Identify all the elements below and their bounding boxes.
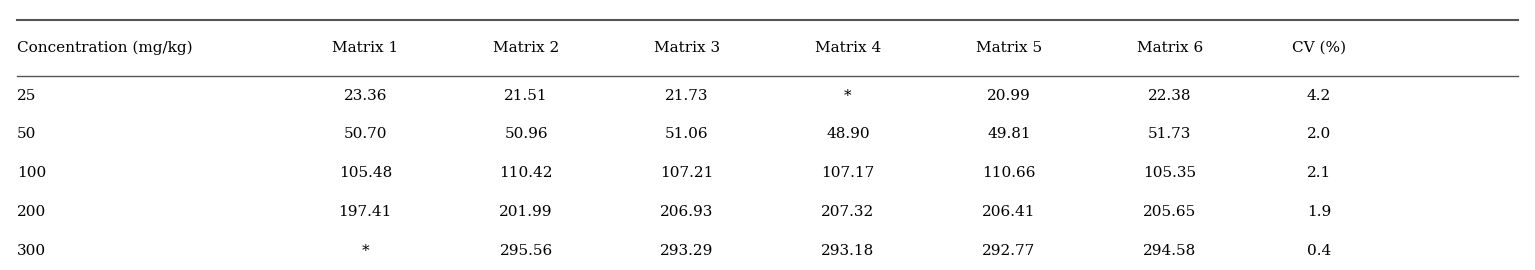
Text: 295.56: 295.56: [499, 244, 553, 258]
Text: 49.81: 49.81: [987, 127, 1030, 141]
Text: 23.36: 23.36: [344, 89, 387, 103]
Text: 48.90: 48.90: [826, 127, 870, 141]
Text: 292.77: 292.77: [982, 244, 1036, 258]
Text: 50.70: 50.70: [344, 127, 387, 141]
Text: 50.96: 50.96: [505, 127, 548, 141]
Text: 107.17: 107.17: [821, 166, 875, 180]
Text: Matrix 4: Matrix 4: [815, 41, 881, 55]
Text: 21.73: 21.73: [665, 89, 709, 103]
Text: 21.51: 21.51: [505, 89, 548, 103]
Text: *: *: [361, 244, 368, 258]
Text: 105.35: 105.35: [1144, 166, 1196, 180]
Text: 294.58: 294.58: [1144, 244, 1196, 258]
Text: 206.93: 206.93: [660, 205, 714, 219]
Text: 50: 50: [17, 127, 37, 141]
Text: 207.32: 207.32: [821, 205, 875, 219]
Text: 110.66: 110.66: [982, 166, 1036, 180]
Text: 20.99: 20.99: [987, 89, 1030, 103]
Text: Matrix 5: Matrix 5: [976, 41, 1042, 55]
Text: 25: 25: [17, 89, 37, 103]
Text: Matrix 2: Matrix 2: [493, 41, 559, 55]
Text: 100: 100: [17, 166, 46, 180]
Text: 293.29: 293.29: [660, 244, 714, 258]
Text: Matrix 3: Matrix 3: [654, 41, 720, 55]
Text: 22.38: 22.38: [1148, 89, 1191, 103]
Text: 197.41: 197.41: [339, 205, 391, 219]
Text: 51.73: 51.73: [1148, 127, 1191, 141]
Text: Concentration (mg/kg): Concentration (mg/kg): [17, 41, 192, 55]
Text: 107.21: 107.21: [660, 166, 714, 180]
Text: 105.48: 105.48: [339, 166, 391, 180]
Text: 0.4: 0.4: [1306, 244, 1331, 258]
Text: 293.18: 293.18: [821, 244, 875, 258]
Text: 200: 200: [17, 205, 46, 219]
Text: 206.41: 206.41: [982, 205, 1036, 219]
Text: 2.1: 2.1: [1306, 166, 1331, 180]
Text: 205.65: 205.65: [1144, 205, 1196, 219]
Text: 1.9: 1.9: [1306, 205, 1331, 219]
Text: 201.99: 201.99: [499, 205, 553, 219]
Text: 4.2: 4.2: [1306, 89, 1331, 103]
Text: Matrix 1: Matrix 1: [332, 41, 399, 55]
Text: 110.42: 110.42: [499, 166, 553, 180]
Text: 300: 300: [17, 244, 46, 258]
Text: Matrix 6: Matrix 6: [1136, 41, 1203, 55]
Text: *: *: [844, 89, 852, 103]
Text: 2.0: 2.0: [1306, 127, 1331, 141]
Text: CV (%): CV (%): [1292, 41, 1346, 55]
Text: 51.06: 51.06: [665, 127, 709, 141]
